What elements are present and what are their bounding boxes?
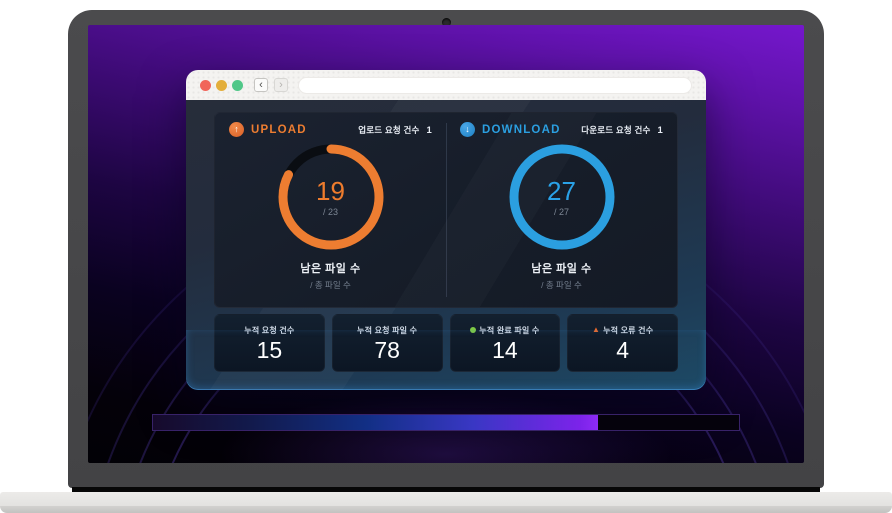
warning-triangle-icon: ▲ — [591, 325, 601, 334]
laptop-screen-frame: ‹ › ↑ UPLOAD — [68, 10, 824, 488]
download-header: ↓ DOWNLOAD 다운로드 요청 건수 1 — [446, 113, 677, 137]
transfer-panel: ↑ UPLOAD 업로드 요청 건수 1 — [214, 112, 678, 308]
download-section: ↓ DOWNLOAD 다운로드 요청 건수 1 — [446, 113, 677, 307]
upload-section: ↑ UPLOAD 업로드 요청 건수 1 — [215, 113, 446, 307]
stat-label-text: 누적 완료 파일 수 — [479, 325, 540, 335]
upload-gauge: 19 / 23 — [275, 141, 387, 253]
download-caption: 남은 파일 수 — [531, 263, 592, 275]
webcam-icon — [441, 18, 451, 27]
stat-label: ▲ 누적 오류 건수 — [592, 325, 653, 336]
browser-window: ‹ › ↑ UPLOAD — [186, 70, 706, 390]
download-remaining-count: 27 — [547, 175, 576, 206]
loading-bar-fill — [153, 415, 599, 430]
download-title: DOWNLOAD — [482, 123, 561, 136]
maximize-window-button[interactable] — [232, 79, 243, 91]
stat-value: 78 — [374, 336, 400, 363]
panel-divider — [446, 123, 447, 297]
upload-request-count-label: 업로드 요청 건수 — [358, 124, 420, 135]
browser-chrome: ‹ › — [186, 70, 706, 100]
laptop-screen: ‹ › ↑ UPLOAD — [88, 25, 804, 463]
upload-subcaption: / 총 파일 수 — [310, 280, 351, 290]
download-request-count: 다운로드 요청 건수 1 — [581, 124, 663, 136]
upload-icon: ↑ — [229, 122, 244, 137]
dashboard-content: ↑ UPLOAD 업로드 요청 건수 1 — [186, 100, 706, 390]
stat-label-text: 누적 오류 건수 — [603, 325, 654, 335]
address-bar[interactable] — [298, 76, 692, 94]
upload-total-count: / 23 — [322, 206, 338, 217]
back-button[interactable]: ‹ — [254, 78, 268, 92]
stat-value: 4 — [616, 336, 630, 363]
stat-card-requested-files: 누적 요청 파일 수 78 — [331, 314, 443, 372]
upload-progress-ring — [278, 144, 383, 250]
stat-card-completed-files: 누적 완료 파일 수 14 — [449, 314, 561, 372]
upload-request-count: 업로드 요청 건수 1 — [358, 124, 432, 136]
success-dot-icon — [470, 327, 477, 333]
upload-title: UPLOAD — [251, 123, 307, 136]
close-window-button[interactable] — [200, 79, 211, 91]
cumulative-stats-row: 누적 요청 건수 15 누적 요청 파일 수 78 누적 완료 파일 수 14 — [214, 314, 678, 372]
laptop-base-front — [0, 506, 892, 513]
stat-value: 15 — [256, 336, 283, 363]
laptop-hinge — [72, 487, 820, 492]
stat-label: 누적 요청 파일 수 — [357, 325, 418, 335]
download-progress-ring — [509, 144, 614, 250]
forward-button[interactable]: › — [274, 78, 288, 92]
stat-label: 누적 요청 건수 — [244, 325, 295, 335]
upload-remaining-count: 19 — [316, 175, 345, 206]
stat-card-requests: 누적 요청 건수 15 — [214, 314, 325, 372]
minimize-window-button[interactable] — [216, 79, 227, 91]
stat-label: 누적 완료 파일 수 — [470, 325, 539, 336]
upload-request-count-value: 1 — [426, 124, 432, 136]
download-request-count-label: 다운로드 요청 건수 — [581, 124, 651, 135]
upload-header: ↑ UPLOAD 업로드 요청 건수 1 — [215, 113, 446, 137]
download-request-count-value: 1 — [657, 124, 663, 136]
download-gauge: 27 / 27 — [506, 141, 618, 253]
download-subcaption: / 총 파일 수 — [541, 280, 582, 290]
stat-card-errors: ▲ 누적 오류 건수 4 — [567, 314, 678, 372]
download-total-count: / 27 — [553, 206, 569, 217]
download-icon: ↓ — [460, 122, 475, 137]
stat-value: 14 — [492, 336, 518, 363]
upload-caption: 남은 파일 수 — [300, 263, 361, 275]
laptop-base — [0, 492, 892, 506]
loading-bar — [152, 414, 740, 431]
